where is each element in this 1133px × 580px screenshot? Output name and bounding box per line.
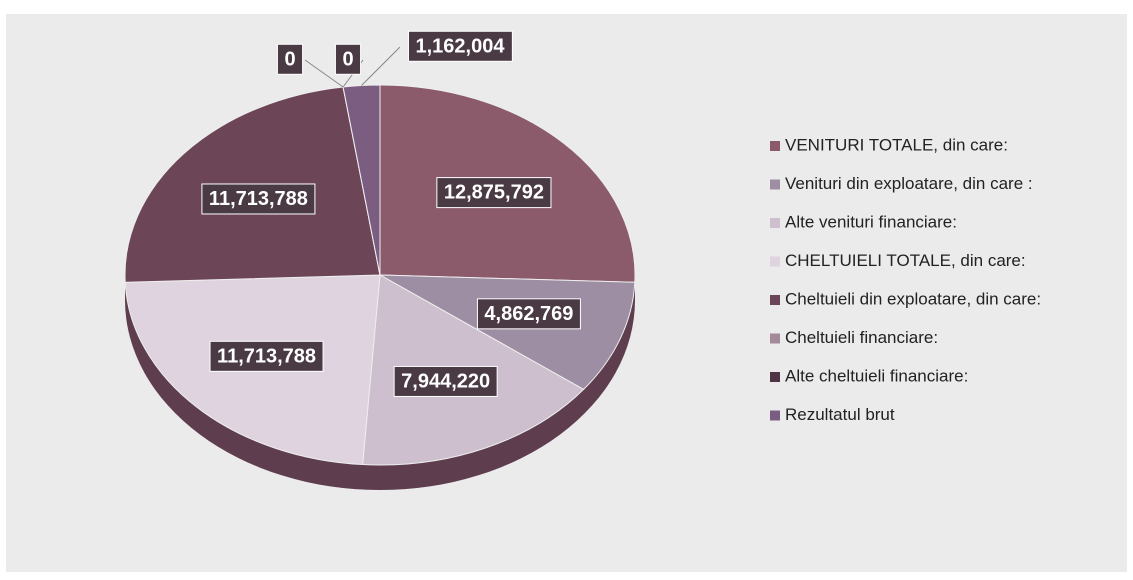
legend-swatch — [770, 179, 780, 190]
legend-swatch — [770, 295, 780, 305]
data-label: 4,862,769 — [484, 303, 573, 325]
legend-label: Cheltuieli financiare: — [785, 328, 938, 347]
data-label-box — [436, 177, 552, 209]
data-label: 0 — [284, 48, 295, 70]
legend-swatch — [770, 410, 780, 421]
legend-label: Alte cheltuieli financiare: — [785, 366, 968, 385]
legend-swatch — [770, 141, 780, 151]
data-label-box — [276, 43, 304, 75]
legend-label: Rezultatul brut — [785, 405, 895, 424]
data-label-box — [476, 298, 581, 330]
data-label-box — [334, 43, 362, 75]
data-label: 7,944,220 — [401, 370, 490, 392]
legend-swatch — [770, 372, 780, 382]
data-label: 11,713,788 — [209, 188, 308, 210]
legend-label: VENITURI TOTALE, din care: — [785, 135, 1008, 154]
legend-label: Alte venituri financiare: — [785, 212, 957, 231]
legend-swatch — [770, 256, 780, 267]
data-label-box — [209, 340, 324, 372]
legend-label: CHELTUIELI TOTALE, din care: — [785, 251, 1026, 270]
legend-label: Venituri din exploatare, din care : — [785, 174, 1033, 193]
data-label: 1,162,004 — [416, 35, 506, 57]
data-label: 0 — [342, 48, 353, 70]
legend-swatch — [770, 218, 780, 228]
data-label-box — [201, 183, 316, 215]
data-label: 12,875,792 — [444, 182, 544, 204]
data-label-box — [393, 365, 498, 397]
data-label-box — [408, 30, 513, 62]
legend-swatch — [770, 333, 780, 344]
leader-line — [304, 59, 344, 88]
leader-line — [361, 46, 401, 86]
legend-label: Cheltuieli din exploatare, din care: — [785, 289, 1041, 308]
data-label: 11,713,788 — [217, 345, 316, 367]
